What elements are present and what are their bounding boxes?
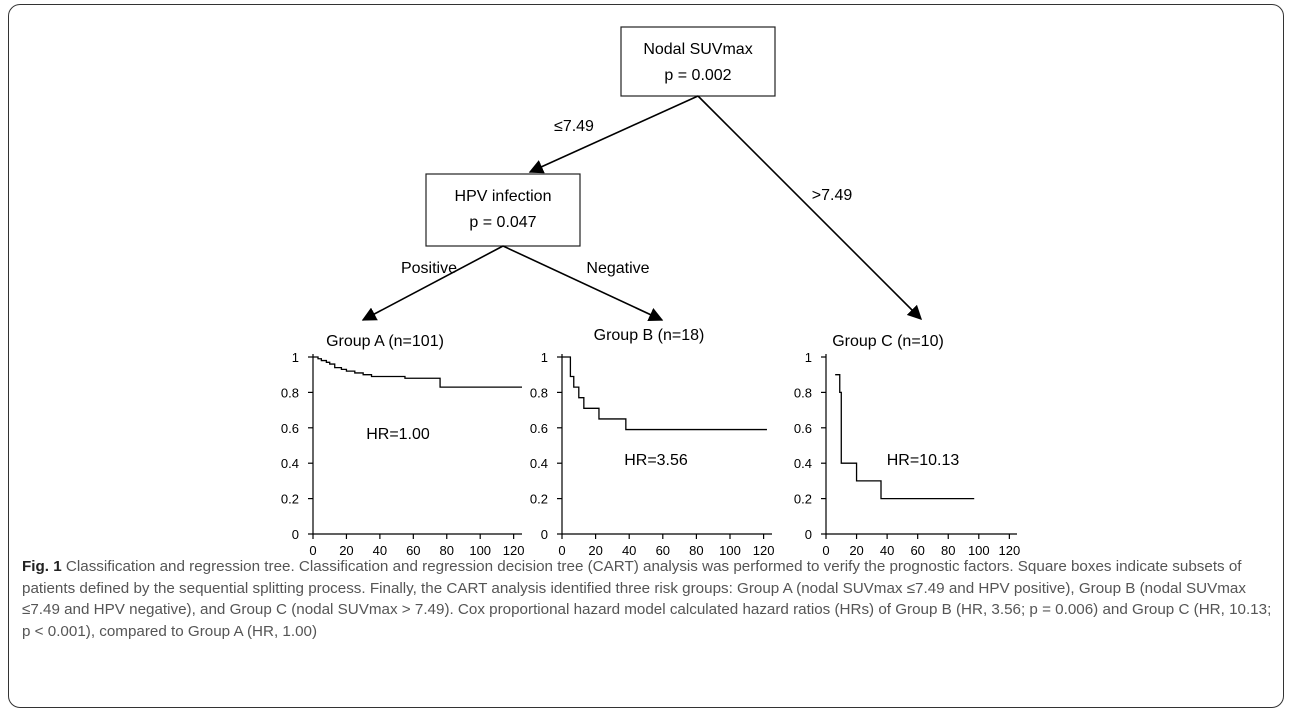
edge-label-negative: Negative (586, 260, 649, 277)
group-c-survival-curve (835, 374, 975, 500)
group-b-chart-title: Group B (n=18) (594, 327, 705, 344)
group-a-x-tick-label: 20 (339, 543, 353, 555)
group-b-x-tick-label: 0 (558, 543, 565, 555)
group-a-x-tick-label: 0 (309, 543, 316, 555)
group-b-y-tick-label: 1 (541, 350, 548, 365)
root-node-title: Nodal SUVmax (643, 41, 752, 58)
group-b-survival-curve (562, 356, 767, 431)
group-a-y-tick-label: 0.2 (281, 492, 299, 507)
group-b-y-tick-label: 0.6 (530, 421, 548, 436)
group-b-hazard-ratio: HR=3.56 (624, 452, 688, 469)
group-c-chart-title: Group C (n=10) (832, 333, 944, 350)
hpv-node-title: HPV infection (455, 188, 552, 205)
group-c-x-tick-label: 120 (999, 543, 1021, 555)
group-c-x-tick-label: 40 (880, 543, 894, 555)
group-a-hazard-ratio: HR=1.00 (366, 426, 430, 443)
caption-text: Classification and regression tree. Clas… (22, 558, 1272, 640)
group-a-y-tick-label: 0.8 (281, 385, 299, 400)
group-a-chart-title: Group A (n=101) (326, 333, 444, 350)
figure-label: Fig. 1 (22, 558, 62, 575)
group-c-x-tick-label: 80 (941, 543, 955, 555)
group-a-y-tick-label: 1 (292, 350, 299, 365)
group-c-survival-chart: Group C (n=10) 0 0.2 0.4 0.6 0.8 1 0 20 40 60 80 100… (794, 333, 1020, 555)
group-c-x-tick-label: 60 (910, 543, 924, 555)
group-c-y-tick-label: 1 (805, 350, 812, 365)
group-c-y-tick-label: 0.2 (794, 492, 812, 507)
group-a-survival-curve (313, 356, 522, 388)
group-c-y-tick-label: 0.4 (794, 456, 812, 471)
group-a-x-tick-label: 80 (440, 543, 454, 555)
group-b-x-tick-label: 80 (689, 543, 703, 555)
group-a-survival-chart: Group A (n=101) 0 0.2 0.4 0.6 0.8 1 0 20 40 60 80 10… (281, 333, 525, 555)
group-b-x-tick-label: 60 (656, 543, 670, 555)
group-a-x-tick-label: 100 (469, 543, 491, 555)
edge-root-to-hpv (528, 95, 699, 174)
group-c-x-tick-label: 0 (822, 543, 829, 555)
edge-label-positive: Positive (401, 260, 457, 277)
cart-diagram: Nodal SUVmax p = 0.002 HPV infection p =… (281, 26, 1020, 555)
root-node-box (620, 26, 776, 97)
group-b-x-tick-label: 20 (588, 543, 602, 555)
group-a-x-tick-label: 120 (503, 543, 525, 555)
hpv-node-p: p = 0.047 (469, 214, 536, 231)
group-a-y-tick-label: 0.6 (281, 421, 299, 436)
edge-label-gt: >7.49 (812, 187, 853, 204)
edge-hpv-to-group-b (502, 245, 664, 322)
group-b-y-tick-label: 0.4 (530, 456, 548, 471)
group-b-survival-chart: Group B (n=18) 0 0.2 0.4 0.6 0.8 1 0 20 40 60 80 100… (530, 327, 775, 555)
figure-frame (8, 4, 1284, 708)
root-node-p: p = 0.002 (664, 67, 731, 84)
group-c-y-tick-label: 0.8 (794, 385, 812, 400)
hpv-node-box (425, 173, 581, 247)
group-a-x-tick-label: 40 (373, 543, 387, 555)
figure-caption: Fig. 1 Classification and regression tre… (22, 556, 1272, 642)
group-c-x-tick-label: 100 (968, 543, 990, 555)
group-c-y-tick-label: 0 (805, 527, 812, 542)
group-b-x-tick-label: 100 (719, 543, 741, 555)
group-a-y-tick-label: 0.4 (281, 456, 299, 471)
group-b-y-tick-label: 0 (541, 527, 548, 542)
group-b-y-tick-label: 0.8 (530, 385, 548, 400)
edge-hpv-to-group-a (361, 245, 504, 321)
group-c-hazard-ratio: HR=10.13 (887, 452, 960, 469)
group-c-x-tick-label: 20 (849, 543, 863, 555)
group-b-y-tick-label: 0.2 (530, 492, 548, 507)
edge-root-to-group-c (697, 95, 923, 321)
group-b-x-tick-label: 40 (622, 543, 636, 555)
group-b-x-tick-label: 120 (753, 543, 775, 555)
group-c-y-tick-label: 0.6 (794, 421, 812, 436)
edge-label-le: ≤7.49 (554, 118, 594, 135)
group-a-x-tick-label: 60 (406, 543, 420, 555)
group-a-y-tick-label: 0 (292, 527, 299, 542)
